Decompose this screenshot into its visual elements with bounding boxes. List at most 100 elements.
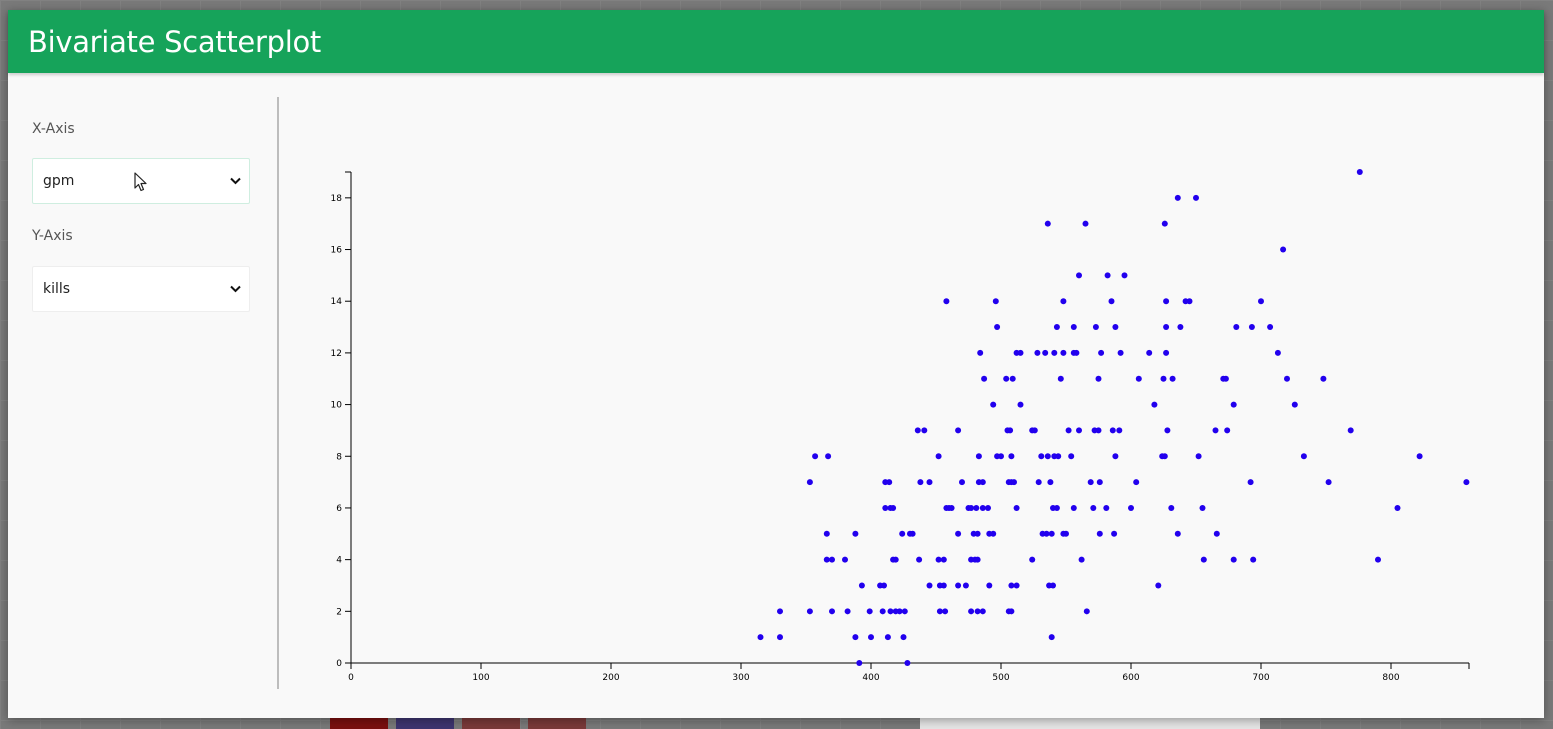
data-point: [955, 530, 962, 537]
data-point: [1013, 504, 1020, 511]
data-point: [1076, 427, 1082, 434]
data-point: [1325, 479, 1332, 486]
data-point: [1174, 194, 1181, 201]
data-point: [852, 530, 859, 537]
data-point: [994, 324, 1001, 331]
data-point: [823, 530, 830, 537]
data-point: [1222, 375, 1229, 382]
y-tick-label: 4: [336, 556, 342, 566]
data-point: [1008, 453, 1015, 460]
data-point: [1163, 349, 1170, 356]
data-point: [1090, 504, 1097, 511]
data-point: [1320, 375, 1327, 382]
data-point: [981, 375, 988, 382]
chevron-down-icon: [230, 175, 241, 188]
data-point: [1003, 375, 1010, 382]
data-point: [926, 479, 933, 486]
data-point: [842, 556, 848, 563]
data-point: [917, 479, 924, 486]
data-point: [940, 582, 947, 589]
data-point: [1213, 530, 1220, 537]
data-point: [1087, 479, 1094, 486]
data-point: [806, 479, 813, 486]
data-point: [858, 582, 865, 589]
data-point: [1031, 427, 1038, 434]
data-point: [1347, 427, 1354, 434]
data-point: [1146, 349, 1153, 356]
data-point: [926, 582, 933, 589]
y-axis-select[interactable]: kills: [32, 266, 250, 312]
data-point: [899, 530, 906, 537]
data-point: [1230, 401, 1237, 408]
data-point: [1096, 530, 1103, 537]
data-point: [1111, 530, 1118, 537]
data-point: [935, 556, 942, 563]
data-point: [1068, 453, 1075, 460]
data-point: [856, 660, 863, 666]
data-point: [1042, 349, 1049, 356]
data-point: [979, 479, 986, 486]
data-point: [1048, 634, 1055, 641]
data-point: [1007, 427, 1014, 434]
data-point: [1375, 556, 1381, 563]
data-point: [1112, 453, 1119, 460]
data-point: [1104, 272, 1111, 279]
chevron-down-icon: [230, 283, 241, 296]
data-point: [1274, 349, 1281, 356]
data-point: [1250, 556, 1257, 563]
data-point: [881, 582, 887, 589]
data-point: [1008, 582, 1015, 589]
data-point: [757, 634, 764, 641]
y-tick-label: 10: [331, 401, 343, 411]
data-point: [892, 556, 899, 563]
data-point: [1416, 453, 1423, 460]
data-point: [1212, 427, 1219, 434]
y-tick-label: 0: [336, 659, 342, 669]
x-tick-label: 100: [472, 673, 489, 683]
y-tick-label: 8: [336, 452, 342, 462]
data-point: [1053, 324, 1060, 331]
data-point: [852, 634, 859, 641]
data-point: [985, 504, 991, 511]
data-point: [1008, 608, 1015, 615]
data-point: [806, 608, 813, 615]
data-point: [1009, 375, 1016, 382]
data-point: [992, 298, 999, 305]
data-point: [974, 556, 981, 563]
data-point: [1233, 324, 1240, 331]
x-tick-label: 300: [732, 673, 749, 683]
data-point: [1164, 427, 1171, 434]
data-point: [844, 608, 851, 615]
data-point: [1109, 427, 1116, 434]
x-tick-label: 500: [992, 673, 1009, 683]
data-point: [1063, 530, 1069, 537]
data-point: [986, 582, 993, 589]
data-point: [1011, 479, 1017, 486]
data-point: [1095, 375, 1102, 382]
data-point: [968, 608, 975, 615]
data-point: [955, 427, 962, 434]
data-point: [1186, 298, 1193, 305]
data-point: [1195, 453, 1202, 460]
data-point: [1043, 530, 1050, 537]
data-point: [1060, 298, 1067, 305]
data-point: [1078, 556, 1085, 563]
data-point: [1356, 169, 1363, 175]
data-point: [974, 530, 981, 537]
data-point: [977, 349, 984, 356]
data-point: [1267, 324, 1274, 331]
data-point: [1017, 401, 1024, 408]
data-point: [1076, 272, 1082, 279]
data-point: [1057, 375, 1064, 382]
data-point: [1098, 349, 1105, 356]
data-point: [1112, 324, 1119, 331]
data-point: [1394, 504, 1401, 511]
modal-header: Bivariate Scatterplot: [8, 10, 1544, 73]
data-point: [1038, 453, 1045, 460]
data-point: [829, 608, 835, 615]
data-point: [1161, 220, 1168, 227]
data-point: [962, 582, 969, 589]
data-point: [1065, 427, 1072, 434]
data-point: [936, 608, 943, 615]
data-point: [901, 608, 908, 615]
